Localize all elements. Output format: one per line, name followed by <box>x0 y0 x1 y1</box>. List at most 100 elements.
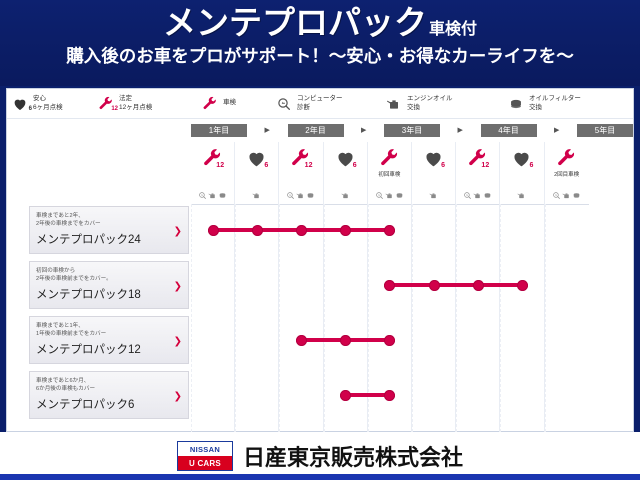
legend-item-2: 12 法定 12ヶ月点検 <box>93 89 197 119</box>
service-column-head: 12 <box>191 142 234 188</box>
logo-nissan-text: NISSAN <box>189 444 221 454</box>
chevron-right-icon: ❯ <box>173 391 182 402</box>
year-arrow-icon: ▶ <box>361 127 367 134</box>
page-subtitle: 購入後のお車をプロがサポート！～安心・お得なカーライフを～ <box>66 46 574 66</box>
wrench-icon <box>556 146 577 170</box>
service-column-body <box>323 204 367 432</box>
package-caption: 車検まであと1年、 <box>36 323 84 330</box>
legend-label: コンピューター 診断 <box>297 95 343 111</box>
package-caption: 車検まであと6か月、 <box>36 378 90 385</box>
content-panel: 6 安心 6ヶ月点検 12 法定 12ヶ月点検 車検 コンピューター 診断 エンジンオイル… <box>6 88 634 432</box>
service-column-body <box>500 204 543 432</box>
package-card[interactable]: 車検まであと6か月、 6か月後の車検もカバー メンテプロパック6 ❯ <box>29 371 189 419</box>
service-subicon-row <box>544 187 589 205</box>
package-timeline-track <box>191 314 633 366</box>
title-suffix-text: 車検付 <box>428 21 477 38</box>
package-card[interactable]: 車検まであと2年、 2年後の車検までをカバー メンテプロパック24 ❯ <box>29 206 189 254</box>
package-card[interactable]: 初回の車検から 2年後の車検前までをカバー。 メンテプロパック18 ❯ <box>29 261 189 309</box>
service-column-head: 6 <box>235 142 278 188</box>
service-badge: 6 <box>529 162 534 169</box>
year-pill-5: 5年目 <box>577 123 633 137</box>
service-column-5: 初回車検 <box>367 142 412 432</box>
timeline-dot <box>296 334 307 346</box>
oil-filter-icon <box>395 187 404 205</box>
service-column-head: 初回車検 <box>368 142 411 188</box>
service-column-4: 6 <box>323 142 368 432</box>
timeline-bar <box>389 283 523 287</box>
magnifier-icon <box>375 187 384 205</box>
service-badge: 12 <box>216 162 225 169</box>
footer-accent-bar <box>0 474 640 480</box>
service-column-head: 6 <box>500 142 543 188</box>
timeline-dot <box>384 334 396 346</box>
service-column-row: 12 6 <box>191 142 633 432</box>
package-name: メンテプロパック24 <box>36 233 141 246</box>
company-name: 日産東京販売株式会社 <box>242 445 463 470</box>
timeline-dot <box>384 279 396 291</box>
timeline-dot <box>384 389 396 401</box>
page-title: メンテプロパック 車検付 <box>163 3 477 43</box>
oil-can-icon <box>252 187 261 205</box>
heart-icon: 6 <box>246 146 269 170</box>
package-caption: 初回の車検から <box>36 268 76 275</box>
chevron-right-icon: ❯ <box>173 226 182 237</box>
package-timeline-track <box>191 204 633 256</box>
service-column-2: 6 <box>235 142 280 432</box>
oil-can-icon <box>517 187 526 205</box>
package-row: 車検まであと2年、 2年後の車検までをカバー メンテプロパック24 ❯ <box>11 204 633 256</box>
oil-can-icon <box>562 187 571 205</box>
package-name: メンテプロパック6 <box>36 398 135 411</box>
package-rows: 車検まであと2年、 2年後の車検までをカバー メンテプロパック24 ❯ 初回の車… <box>11 204 633 432</box>
legend-badge: 12 <box>111 105 118 112</box>
wrench-icon <box>379 146 400 170</box>
year-arrow-icon: ▶ <box>264 127 270 134</box>
service-column-body <box>235 204 278 432</box>
oil-filter-icon <box>503 96 529 112</box>
service-column-1: 12 <box>191 142 236 432</box>
service-subicon-row <box>456 187 500 205</box>
service-badge: 12 <box>481 162 490 169</box>
year-arrow-icon: ▶ <box>554 127 560 134</box>
service-column-7: 12 <box>456 142 501 432</box>
package-caption: 車検まであと2年、 <box>36 213 84 220</box>
year-arrow-icon: ▶ <box>457 127 463 134</box>
year-pill-1: 1年目 <box>191 123 247 137</box>
service-column-body <box>411 204 455 432</box>
footer: NISSAN U CARS 日産東京販売株式会社 <box>0 432 640 480</box>
timeline-dot <box>296 224 307 236</box>
year-pill-3: 3年目 <box>384 123 440 137</box>
oil-can-icon <box>473 187 482 205</box>
service-column-label: 初回車検 <box>378 172 401 178</box>
service-column-head: 12 <box>279 142 322 188</box>
magnifier-icon <box>463 187 472 205</box>
package-caption: 2年後の車検までをカバー <box>36 221 101 227</box>
wrench-icon: 12 <box>93 96 119 112</box>
legend-label: エンジンオイル 交換 <box>407 95 453 111</box>
service-column-6: 6 <box>411 142 457 432</box>
timeline-dot <box>251 224 263 236</box>
package-row: 初回の車検から 2年後の車検前までをカバー。 メンテプロパック18 ❯ <box>11 259 633 311</box>
service-subicon-row <box>235 187 279 205</box>
oil-filter-icon <box>306 187 315 205</box>
legend-badge: 6 <box>28 105 32 112</box>
magnifier-icon <box>198 187 207 205</box>
timeline-dot <box>340 389 352 401</box>
service-column-head: 6 <box>324 142 367 188</box>
service-column-8: 6 <box>500 142 545 432</box>
chevron-right-icon: ❯ <box>173 281 182 292</box>
timeline-dot <box>517 279 528 291</box>
service-legend: 6 安心 6ヶ月点検 12 法定 12ヶ月点検 車検 コンピューター 診断 エンジンオイル… <box>7 89 633 119</box>
service-column-body <box>544 204 589 432</box>
service-subicon-row <box>279 187 323 205</box>
package-name: メンテプロパック12 <box>36 343 141 356</box>
service-column-head: 12 <box>456 142 499 188</box>
service-badge: 6 <box>441 162 446 169</box>
package-card[interactable]: 車検まであと1年、 1年後の車検前までをカバー メンテプロパック12 ❯ <box>29 316 189 364</box>
wrench-icon: 12 <box>290 146 312 170</box>
logo-top-band: NISSAN <box>177 442 232 456</box>
magnifier-icon <box>286 187 295 205</box>
service-column-body <box>456 204 499 432</box>
service-subicon-row <box>411 188 456 205</box>
service-badge: 6 <box>264 162 269 169</box>
timeline-dot <box>340 334 352 346</box>
